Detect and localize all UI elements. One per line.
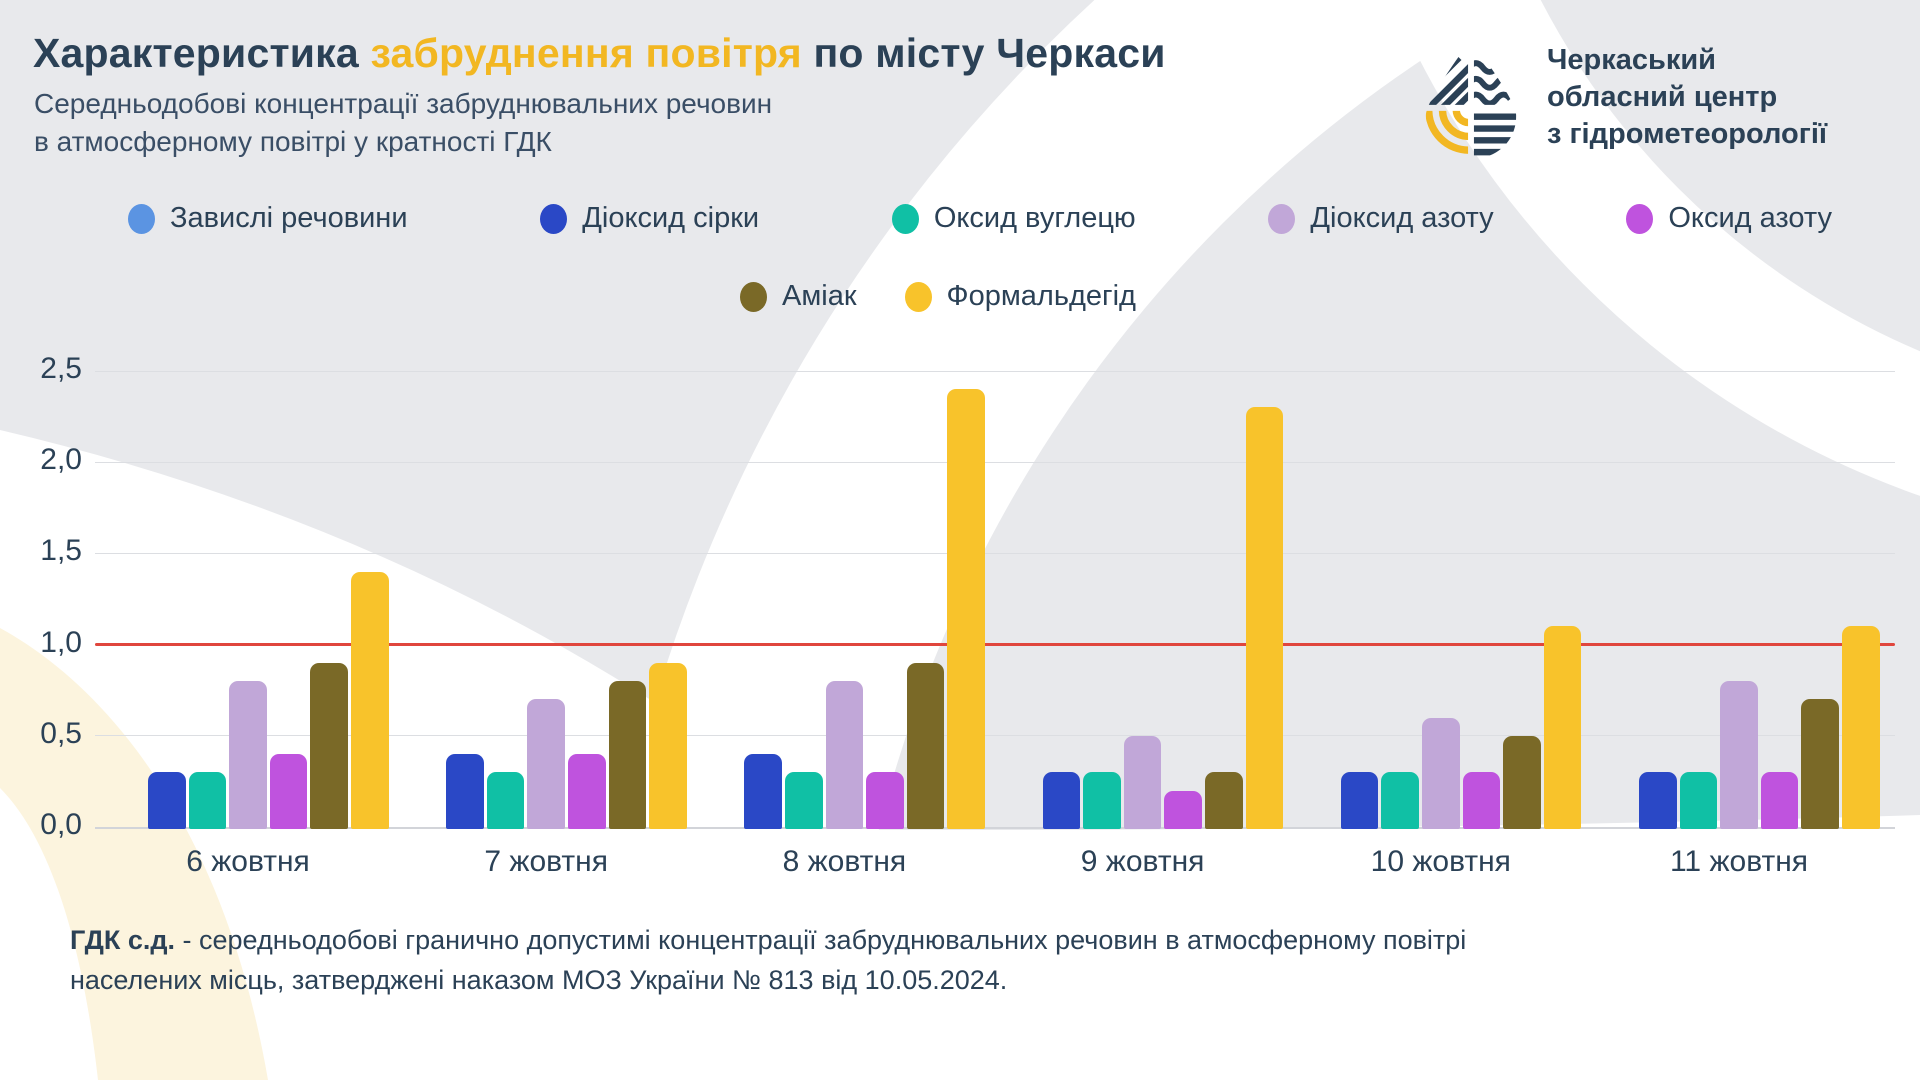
- bar-Оксид вуглецю-10 жовтня[interactable]: [1381, 772, 1419, 829]
- bar-Діоксид азоту-9 жовтня[interactable]: [1123, 735, 1162, 829]
- chart-legend-row-1: Завислі речовини Діоксид сірки Оксид вугле…: [128, 202, 1832, 235]
- gdk-definition-note: ГДК с.д. - середньодобові гранично допус…: [70, 920, 1570, 1000]
- bar-Формальдегід-7 жовтня[interactable]: [649, 662, 687, 829]
- legend-label: Діоксид сірки: [582, 202, 760, 234]
- gridline-1,5: [95, 552, 1895, 554]
- bar-Аміак-8 жовтня[interactable]: [906, 662, 945, 829]
- legend-item-Оксид азоту[interactable]: Оксид азоту: [1626, 202, 1832, 235]
- y-axis-tick-0,5: 0,5: [40, 716, 82, 750]
- bar-Оксид азоту-9 жовтня[interactable]: [1164, 790, 1202, 829]
- bar-Оксид азоту-7 жовтня[interactable]: [568, 754, 606, 829]
- gridline-2,0: [95, 461, 1895, 463]
- logo-horizontal-stripes: [1473, 113, 1517, 156]
- background-cream-arc: [0, 628, 268, 1080]
- legend-label: Завислі речовини: [170, 202, 408, 234]
- legend-item-Діоксид азоту[interactable]: Діоксид азоту: [1268, 202, 1494, 235]
- x-axis-label-7 жовтня: 7 жовтня: [484, 845, 608, 878]
- bar-Аміак-10 жовтня[interactable]: [1503, 735, 1541, 829]
- bar-Діоксид азоту-10 жовтня[interactable]: [1422, 717, 1460, 829]
- legend-swatch-icon: [1626, 203, 1654, 234]
- bar-Діоксид азоту-8 жовтня[interactable]: [825, 681, 864, 829]
- legend-item-Завислі речовини[interactable]: Завислі речовини: [128, 202, 408, 235]
- gdk-definition-text: - середньодобові гранично допустимі конц…: [70, 925, 1467, 995]
- bar-Аміак-11 жовтня[interactable]: [1801, 699, 1839, 829]
- title-part-3: по місту Черкаси: [801, 30, 1166, 76]
- org-name-line-3: з гідрометеорології: [1547, 118, 1828, 150]
- subtitle-line-1: Середньодобові концентрації забруднюваль…: [34, 88, 773, 119]
- legend-label: Формальдегід: [946, 280, 1136, 312]
- bar-Діоксид азоту-6 жовтня[interactable]: [229, 681, 267, 829]
- bar-Діоксид сірки-9 жовтня[interactable]: [1042, 772, 1081, 829]
- bar-Формальдегід-6 жовтня[interactable]: [351, 571, 389, 829]
- hydromet-center-name: Черкаський обласний центр з гідрометеоро…: [1547, 42, 1827, 153]
- logo-waves: [1473, 60, 1513, 105]
- page-title: Характеристика забруднення повітря по мі…: [33, 30, 1166, 77]
- bar-Оксид азоту-6 жовтня[interactable]: [269, 754, 308, 829]
- legend-swatch-icon: [740, 281, 767, 312]
- chart-legend-row-2: Аміак Формальдегід: [740, 280, 1136, 313]
- x-axis-label-11 жовтня: 11 жовтня: [1669, 845, 1809, 878]
- bar-Оксид азоту-8 жовтня[interactable]: [866, 772, 904, 829]
- gdk-reference-line: [95, 643, 1895, 647]
- x-axis-label-8 жовтня: 8 жовтня: [782, 845, 907, 878]
- legend-swatch-icon: [128, 203, 155, 234]
- y-axis-tick-2,5: 2,5: [40, 352, 82, 385]
- x-axis-label-10 жовтня: 10 жовтня: [1370, 845, 1511, 878]
- bar-Оксид вуглецю-8 жовтня[interactable]: [785, 772, 823, 829]
- bar-Аміак-7 жовтня[interactable]: [608, 681, 647, 829]
- bar-Оксид вуглецю-9 жовтня[interactable]: [1083, 772, 1121, 829]
- bar-Діоксид сірки-7 жовтня[interactable]: [446, 754, 484, 829]
- x-axis-label-9 жовтня: 9 жовтня: [1080, 845, 1205, 878]
- org-name-line-1: Черкаський: [1547, 44, 1716, 76]
- legend-label: Аміак: [782, 280, 857, 312]
- bar-Діоксид сірки-8 жовтня[interactable]: [744, 754, 782, 829]
- bar-Формальдегід-9 жовтня[interactable]: [1245, 407, 1284, 829]
- title-part-1: Характеристика: [33, 30, 371, 76]
- title-part-highlight: забруднення повітря: [370, 30, 802, 76]
- legend-swatch-icon: [904, 281, 932, 312]
- bar-Оксид вуглецю-6 жовтня[interactable]: [188, 772, 227, 829]
- legend-item-Формальдегід[interactable]: Формальдегід: [904, 280, 1136, 313]
- bar-Оксид азоту-10 жовтня[interactable]: [1462, 772, 1501, 829]
- bar-Діоксид азоту-7 жовтня[interactable]: [527, 699, 565, 829]
- y-axis-tick-1,0: 1,0: [40, 625, 82, 659]
- org-name-line-2: обласний центр: [1547, 81, 1778, 113]
- bar-Діоксид сірки-6 жовтня[interactable]: [148, 772, 186, 829]
- legend-label: Діоксид азоту: [1310, 202, 1494, 234]
- bar-Оксид вуглецю-7 жовтня[interactable]: [486, 772, 525, 829]
- bar-Оксид азоту-11 жовтня[interactable]: [1760, 772, 1799, 829]
- y-axis-tick-1,5: 1,5: [40, 534, 82, 568]
- legend-swatch-icon: [540, 203, 568, 234]
- legend-item-Аміак[interactable]: Аміак: [740, 280, 857, 313]
- bar-Аміак-9 жовтня[interactable]: [1205, 772, 1243, 829]
- bar-Аміак-6 жовтня[interactable]: [310, 662, 348, 829]
- legend-item-Діоксид сірки[interactable]: Діоксид сірки: [540, 202, 759, 235]
- bar-Діоксид азоту-11 жовтня[interactable]: [1720, 681, 1758, 829]
- legend-label: Оксид вуглецю: [933, 202, 1136, 234]
- gridline-0,5: [95, 735, 1895, 737]
- gridline-2,5: [95, 370, 1895, 372]
- y-axis-tick-0,0: 0,0: [40, 808, 82, 841]
- x-axis-label-6 жовтня: 6 жовтня: [186, 845, 310, 878]
- bar-Діоксид сірки-11 жовтня[interactable]: [1639, 772, 1677, 829]
- bar-Формальдегід-10 жовтня[interactable]: [1543, 626, 1582, 829]
- y-axis-tick-2,0: 2,0: [40, 443, 82, 477]
- bar-Формальдегід-8 жовтня[interactable]: [947, 389, 985, 829]
- hydromet-center-logo-icon: [1425, 55, 1517, 156]
- gdk-term: ГДК с.д.: [70, 925, 176, 955]
- x-axis-line: [95, 827, 1895, 829]
- legend-swatch-icon: [1268, 203, 1296, 234]
- legend-item-Оксид вуглецю[interactable]: Оксид вуглецю: [891, 202, 1136, 235]
- bar-Формальдегід-11 жовтня[interactable]: [1842, 626, 1880, 829]
- bar-Діоксид сірки-10 жовтня[interactable]: [1340, 772, 1379, 829]
- legend-label: Оксид азоту: [1668, 202, 1832, 234]
- subtitle-line-2: в атмосферному повітрі у кратності ГДК: [34, 126, 552, 157]
- legend-swatch-icon: [891, 203, 919, 234]
- bar-Оксид вуглецю-11 жовтня[interactable]: [1679, 772, 1718, 829]
